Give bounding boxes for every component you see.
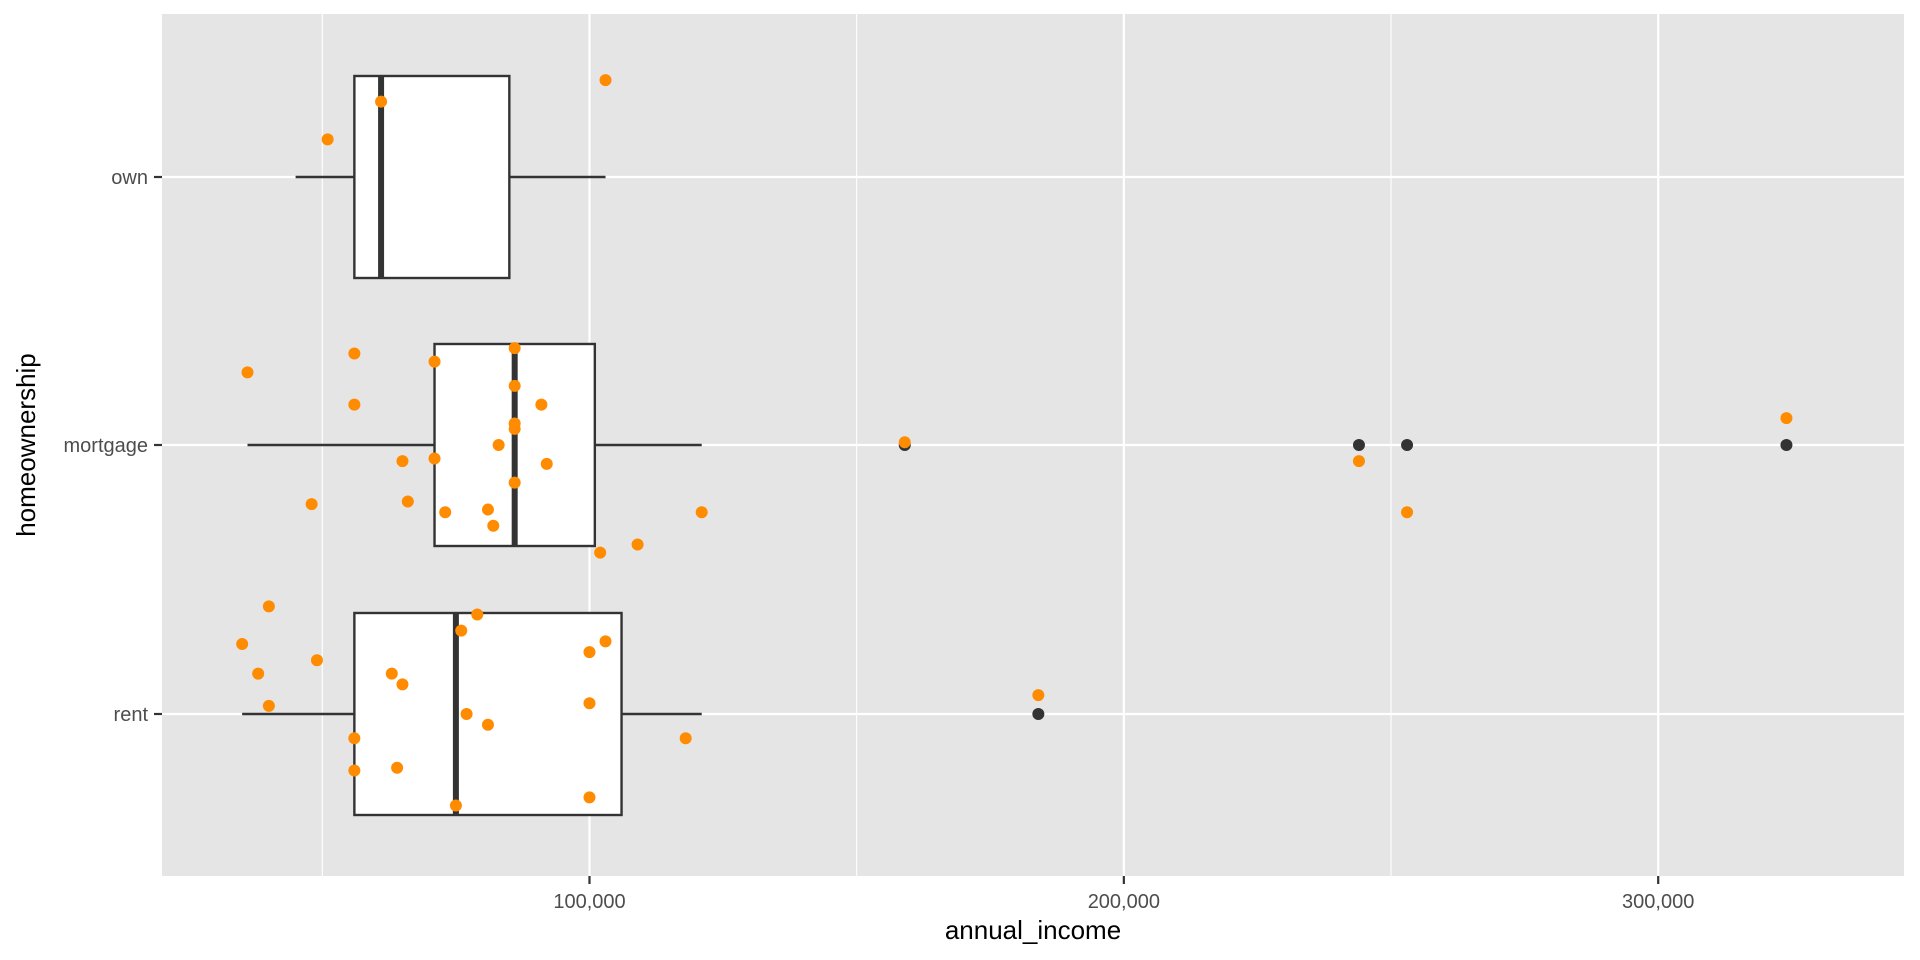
x-axis: 100,000 200,000 300,000	[553, 876, 1694, 913]
data-point	[385, 667, 398, 680]
data-point	[898, 436, 911, 449]
data-point	[396, 678, 409, 691]
data-point	[631, 538, 644, 551]
box-rent	[242, 611, 1045, 817]
data-point	[439, 506, 452, 519]
data-point	[535, 398, 548, 411]
data-point	[241, 366, 254, 379]
points	[236, 74, 1793, 812]
y-axis: own mortgage rent	[64, 167, 162, 726]
box-mortgage	[247, 342, 1793, 548]
data-point	[310, 654, 323, 667]
y-tick-label: mortgage	[64, 435, 149, 457]
data-point	[508, 476, 521, 489]
y-axis-title: homeownership	[11, 353, 41, 537]
data-point	[348, 398, 361, 411]
data-point	[236, 638, 249, 651]
data-point	[481, 718, 494, 731]
data-point	[449, 799, 462, 812]
data-point	[481, 503, 494, 516]
data-point	[695, 506, 708, 519]
data-point	[508, 342, 521, 355]
box-own	[295, 74, 606, 280]
data-point	[508, 422, 521, 435]
data-point	[262, 699, 275, 712]
data-point	[262, 600, 275, 613]
data-point	[396, 455, 409, 468]
data-point	[599, 635, 612, 648]
outlier-point	[1032, 708, 1045, 720]
outlier-point	[1780, 439, 1793, 451]
data-point	[305, 498, 318, 511]
data-point	[1780, 412, 1793, 425]
data-point	[583, 697, 596, 710]
data-point	[252, 667, 265, 680]
data-point	[1352, 455, 1365, 468]
data-point	[583, 646, 596, 659]
data-point	[508, 379, 521, 392]
data-point	[1401, 506, 1414, 519]
data-point	[583, 791, 596, 804]
data-point	[391, 761, 404, 774]
data-point	[401, 495, 414, 508]
x-tick-label: 300,000	[1622, 891, 1694, 913]
x-tick-label: 200,000	[1088, 891, 1160, 913]
data-point	[321, 133, 334, 146]
data-point	[679, 732, 692, 745]
boxes	[242, 74, 1793, 817]
data-point	[348, 764, 361, 777]
x-tick-label: 100,000	[553, 891, 625, 913]
data-point	[348, 732, 361, 745]
data-point	[348, 347, 361, 360]
data-point	[428, 355, 441, 368]
data-point	[375, 95, 388, 108]
data-point	[540, 457, 553, 470]
data-point	[460, 708, 473, 720]
data-point	[471, 608, 484, 621]
data-point	[428, 452, 441, 465]
x-axis-title: annual_income	[945, 915, 1121, 945]
y-tick-label: own	[111, 167, 148, 189]
outlier-point	[1401, 439, 1414, 451]
data-point	[594, 546, 607, 559]
box-iqr	[353, 611, 623, 817]
y-tick-label: rent	[114, 704, 149, 726]
data-point	[487, 519, 500, 532]
data-point	[1032, 689, 1045, 702]
data-point	[492, 439, 505, 451]
data-point	[599, 74, 612, 87]
outlier-point	[1352, 439, 1365, 451]
data-point	[455, 624, 468, 637]
